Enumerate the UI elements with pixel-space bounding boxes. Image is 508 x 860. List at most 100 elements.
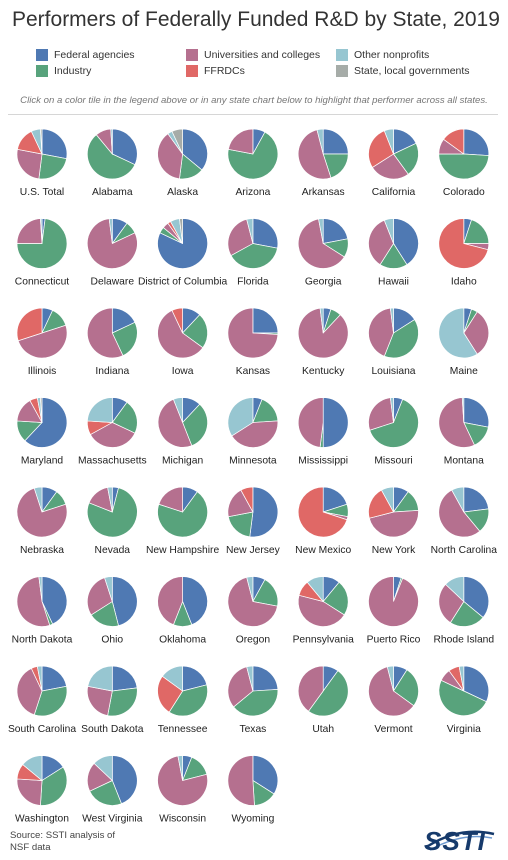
- slice-kansas-federal[interactable]: [252, 307, 279, 334]
- slice-rhode-island-industry[interactable]: [449, 600, 484, 627]
- slice-hawaii-universities[interactable]: [368, 219, 394, 266]
- slice-colorado-ffrdc[interactable]: [443, 128, 465, 155]
- pie-north-dakota[interactable]: [16, 576, 68, 627]
- slice-west-virginia-federal[interactable]: [111, 755, 138, 805]
- slice-colorado-federal[interactable]: [463, 128, 490, 156]
- slice-arkansas-universities[interactable]: [297, 129, 332, 180]
- slice-oregon-nonprofit[interactable]: [246, 576, 254, 602]
- pie-hawaii[interactable]: [368, 218, 419, 269]
- slice-alaska-federal[interactable]: [182, 128, 208, 171]
- slice-georgia-universities[interactable]: [297, 218, 345, 269]
- slice-north-carolina-federal[interactable]: [463, 486, 489, 513]
- legend-item-industry[interactable]: Industry: [36, 64, 91, 78]
- slice-south-dakota-federal[interactable]: [111, 665, 138, 692]
- pie-connecticut[interactable]: [16, 218, 68, 269]
- slice-delaware-universities[interactable]: [86, 218, 138, 269]
- slice-montana-federal[interactable]: [463, 397, 490, 428]
- pie-pennsylvania[interactable]: [297, 576, 349, 627]
- slice-south-dakota-nonprofit[interactable]: [87, 665, 113, 692]
- legend-swatch-ffrdc[interactable]: [186, 65, 198, 77]
- slice-florida-federal[interactable]: [252, 218, 279, 249]
- legend-item-universities[interactable]: Universities and colleges: [186, 48, 320, 62]
- legend-item-nonprofit[interactable]: Other nonprofits: [336, 48, 429, 62]
- pie-u-s-total[interactable]: [16, 128, 68, 180]
- slice-vermont-industry[interactable]: [393, 669, 419, 707]
- slice-iowa-industry[interactable]: [182, 314, 208, 349]
- slice-michigan-universities[interactable]: [157, 398, 193, 448]
- pie-tennessee[interactable]: [157, 665, 208, 717]
- slice-wisconsin-universities[interactable]: [157, 755, 208, 806]
- pie-florida[interactable]: [227, 218, 279, 269]
- slice-texas-nonprofit[interactable]: [246, 665, 254, 692]
- pie-puerto-rico[interactable]: [368, 576, 419, 627]
- slice-oregon-universities[interactable]: [227, 576, 278, 627]
- pie-arkansas[interactable]: [297, 128, 349, 180]
- slice-rhode-island-nonprofit[interactable]: [445, 576, 465, 603]
- slice-south-carolina-federal[interactable]: [41, 665, 67, 692]
- slice-texas-industry[interactable]: [233, 689, 279, 717]
- slice-idaho-ffrdc[interactable]: [438, 218, 489, 269]
- slice-virginia-industry[interactable]: [438, 679, 487, 717]
- slice-district-of-columbia-state_local[interactable]: [179, 218, 183, 244]
- slice-iowa-universities[interactable]: [157, 309, 204, 359]
- slice-michigan-nonprofit[interactable]: [172, 397, 183, 423]
- pie-indiana[interactable]: [86, 307, 138, 359]
- slice-pennsylvania-universities[interactable]: [297, 594, 345, 627]
- slice-ohio-universities[interactable]: [87, 577, 113, 616]
- slice-south-dakota-industry[interactable]: [107, 687, 138, 717]
- slice-florida-nonprofit[interactable]: [246, 218, 254, 244]
- pie-new-york[interactable]: [368, 486, 419, 538]
- slice-kentucky-universities[interactable]: [297, 307, 349, 359]
- pie-california[interactable]: [368, 128, 419, 180]
- pie-maine[interactable]: [438, 307, 490, 359]
- pie-georgia[interactable]: [297, 218, 349, 269]
- slice-pennsylvania-nonprofit[interactable]: [306, 576, 324, 603]
- pie-delaware[interactable]: [86, 218, 138, 269]
- slice-south-carolina-industry[interactable]: [33, 685, 68, 717]
- legend-swatch-universities[interactable]: [186, 49, 198, 61]
- pie-louisiana[interactable]: [368, 307, 419, 359]
- pie-north-carolina[interactable]: [438, 486, 490, 538]
- slice-indiana-universities[interactable]: [86, 307, 124, 359]
- slice-washington-nonprofit[interactable]: [22, 755, 43, 782]
- slice-delaware-nonprofit[interactable]: [108, 218, 113, 244]
- pie-colorado[interactable]: [438, 128, 490, 180]
- slice-west-virginia-nonprofit[interactable]: [93, 755, 113, 782]
- slice-california-industry[interactable]: [392, 142, 419, 175]
- slice-rhode-island-universities[interactable]: [438, 583, 465, 624]
- slice-alaska-state_local[interactable]: [171, 128, 183, 155]
- slice-minnesota-universities[interactable]: [231, 420, 279, 448]
- pie-new-jersey[interactable]: [227, 486, 279, 538]
- slice-michigan-industry[interactable]: [182, 403, 208, 447]
- pie-maryland[interactable]: [16, 397, 68, 448]
- pie-washington[interactable]: [16, 755, 68, 806]
- slice-south-carolina-universities[interactable]: [16, 667, 43, 716]
- slice-kentucky-nonprofit[interactable]: [319, 307, 324, 334]
- pie-south-carolina[interactable]: [16, 665, 68, 717]
- pie-utah[interactable]: [297, 665, 349, 717]
- slice-wyoming-universities[interactable]: [227, 755, 255, 806]
- legend-item-state_local[interactable]: State, local governments: [336, 64, 470, 78]
- pie-new-hampshire[interactable]: [157, 486, 208, 538]
- slice-connecticut-universities[interactable]: [16, 218, 43, 244]
- slice-missouri-nonprofit[interactable]: [389, 397, 394, 423]
- slice-north-dakota-federal[interactable]: [41, 576, 68, 625]
- pie-alaska[interactable]: [157, 128, 208, 180]
- slice-new-mexico-ffrdc[interactable]: [297, 486, 348, 538]
- slice-nebraska-nonprofit[interactable]: [33, 486, 43, 513]
- pie-arizona[interactable]: [227, 128, 279, 180]
- pie-nevada[interactable]: [86, 486, 138, 538]
- pie-alabama[interactable]: [86, 128, 138, 180]
- slice-north-carolina-nonprofit[interactable]: [451, 486, 465, 513]
- pie-south-dakota[interactable]: [86, 665, 138, 717]
- slice-indiana-industry[interactable]: [111, 321, 138, 357]
- pie-illinois[interactable]: [16, 307, 68, 359]
- slice-south-dakota-universities[interactable]: [86, 685, 113, 716]
- slice-georgia-federal[interactable]: [322, 218, 349, 244]
- slice-illinois-ffrdc[interactable]: [16, 307, 43, 342]
- slice-washington-universities[interactable]: [16, 778, 43, 806]
- slice-u-s-total-state_local[interactable]: [40, 128, 43, 155]
- slice-tennessee-nonprofit[interactable]: [161, 665, 183, 692]
- slice-new-hampshire-universities[interactable]: [158, 486, 183, 513]
- pie-west-virginia[interactable]: [86, 755, 138, 806]
